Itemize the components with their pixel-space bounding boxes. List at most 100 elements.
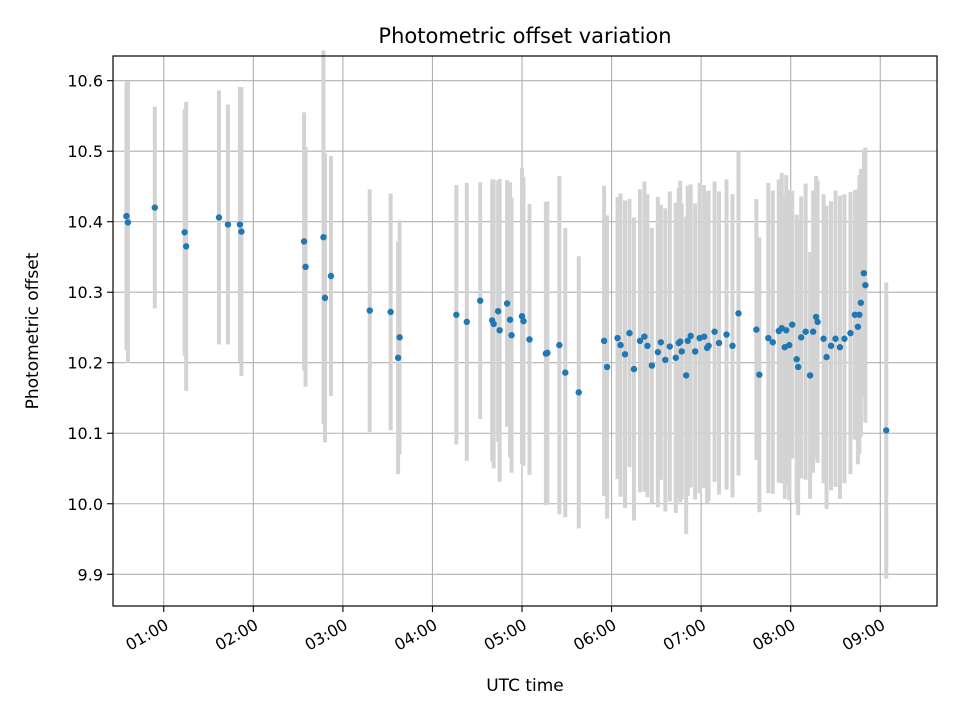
data-point — [851, 311, 859, 318]
data-point — [678, 348, 685, 355]
data-point — [626, 329, 633, 337]
data-point — [684, 337, 691, 345]
data-point — [215, 214, 223, 221]
y-tick-label: 10.3 — [67, 283, 103, 302]
data-point — [477, 297, 484, 304]
data-point — [820, 335, 827, 342]
data-point — [797, 334, 805, 341]
data-point — [562, 369, 569, 376]
data-point — [518, 312, 526, 320]
data-point — [503, 300, 511, 307]
chart-title: Photometric offset variation — [378, 24, 671, 48]
data-point — [654, 348, 662, 356]
data-point — [490, 320, 497, 328]
data-point — [847, 329, 854, 337]
data-point — [636, 337, 644, 345]
data-point — [794, 363, 802, 371]
data-point — [814, 318, 821, 326]
data-point — [793, 356, 800, 363]
data-point — [302, 263, 309, 271]
data-point — [575, 389, 582, 396]
y-tick-label: 9.9 — [78, 565, 103, 584]
data-point — [181, 229, 188, 236]
data-point — [300, 238, 308, 245]
y-tick-label: 10.0 — [67, 495, 103, 514]
data-point — [123, 212, 130, 220]
data-point — [600, 337, 608, 345]
data-point — [672, 354, 679, 361]
data-point — [236, 221, 244, 228]
data-points — [123, 204, 890, 434]
data-point — [723, 331, 730, 338]
data-point — [321, 294, 329, 302]
data-point — [621, 351, 629, 358]
data-point — [238, 228, 245, 235]
y-tick-label: 10.2 — [67, 354, 103, 373]
data-point — [508, 332, 515, 339]
data-point — [224, 221, 232, 228]
data-point — [860, 269, 868, 277]
data-point — [614, 334, 621, 342]
data-point — [856, 311, 863, 318]
y-tick-label: 10.1 — [67, 424, 103, 443]
data-point — [715, 339, 723, 347]
data-point — [883, 427, 890, 434]
data-point — [387, 308, 394, 316]
data-point — [753, 326, 760, 333]
data-point — [705, 342, 712, 350]
data-point — [520, 317, 527, 325]
y-axis-label: Photometric offset — [23, 252, 43, 409]
data-point — [617, 341, 624, 349]
data-point — [494, 308, 502, 315]
data-point — [765, 334, 772, 342]
data-point — [809, 328, 817, 335]
data-point — [463, 318, 470, 326]
data-point — [836, 344, 844, 351]
data-point — [327, 272, 335, 280]
data-point — [812, 313, 820, 321]
data-point — [729, 342, 736, 350]
data-point — [756, 371, 763, 378]
data-point — [683, 372, 690, 379]
data-point — [182, 243, 190, 250]
data-point — [862, 281, 869, 289]
data-point — [802, 328, 809, 335]
data-point — [496, 327, 503, 334]
data-point — [366, 307, 373, 314]
data-point — [691, 348, 699, 355]
data-point — [603, 363, 611, 371]
data-point — [544, 349, 551, 357]
data-point — [806, 372, 814, 379]
data-point — [630, 365, 638, 373]
y-tick-label: 10.4 — [67, 213, 103, 232]
data-point — [711, 328, 718, 335]
data-point — [151, 204, 158, 211]
data-point — [854, 323, 862, 330]
data-point — [648, 362, 656, 369]
data-point — [641, 333, 648, 340]
data-point — [396, 334, 403, 341]
data-point — [644, 342, 651, 350]
data-point — [857, 299, 865, 306]
data-point — [657, 339, 665, 346]
data-point — [823, 353, 830, 361]
data-point — [662, 356, 669, 364]
data-point — [394, 354, 402, 361]
data-point — [841, 335, 848, 342]
data-point — [526, 336, 533, 343]
data-point — [769, 339, 776, 346]
data-point — [687, 332, 694, 340]
data-point — [453, 311, 460, 318]
data-point — [735, 310, 742, 317]
data-point — [556, 341, 563, 349]
data-point — [666, 343, 673, 350]
data-point — [506, 316, 514, 323]
y-tick-label: 10.6 — [67, 72, 103, 91]
data-point — [789, 321, 796, 328]
data-point — [124, 219, 132, 226]
y-tick-label: 10.5 — [67, 142, 103, 161]
data-point — [320, 234, 327, 241]
data-point — [783, 327, 790, 334]
plot-frame — [112, 55, 938, 607]
